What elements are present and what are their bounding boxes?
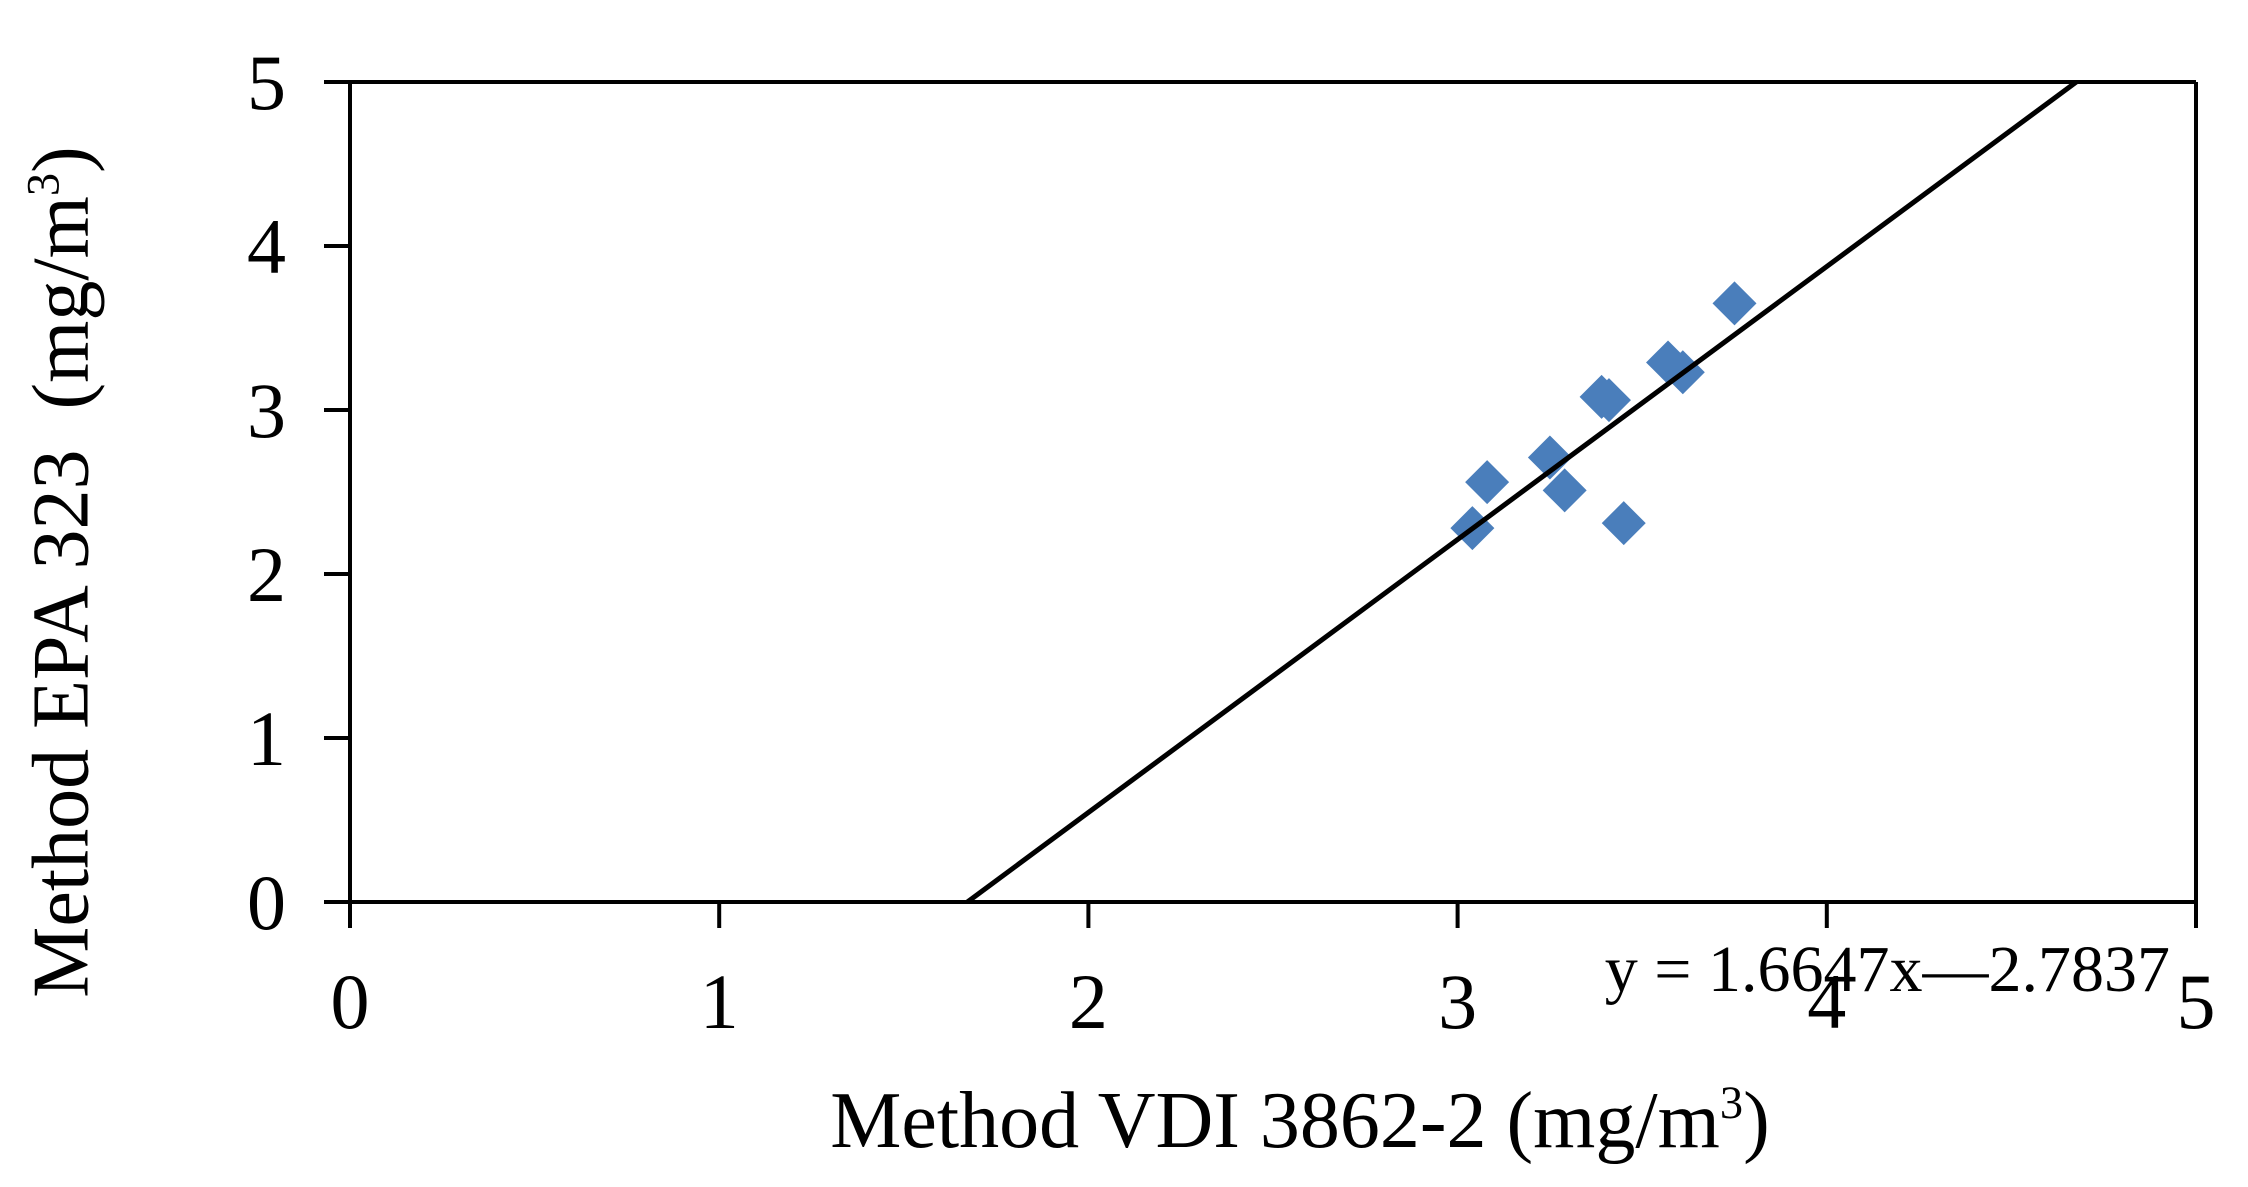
data-point-diamond	[1712, 281, 1757, 326]
y-axis-title: Method EPA 323 (mg/m3)	[17, 146, 108, 997]
y-tick-label: 5	[247, 39, 286, 126]
y-tick-label: 2	[247, 531, 286, 618]
trendline	[965, 79, 2078, 905]
x-axis-title-text: Method VDI 3862-2 (mg/m	[830, 1077, 1720, 1165]
x-tick-label: 3	[1438, 958, 1477, 1045]
y-tick-label: 3	[247, 367, 286, 454]
x-tick-label: 5	[2177, 958, 2216, 1045]
x-tick-label: 0	[331, 958, 370, 1045]
x-axis-title-close: )	[1743, 1077, 1770, 1165]
y-axis-title-close: )	[17, 146, 106, 173]
y-tick-label: 1	[247, 695, 286, 782]
y-tick-label: 4	[247, 203, 286, 290]
y-tick-label: 0	[247, 859, 286, 946]
trendline-annotation: y = 1.6647x—2.7837 R2 = 0.6651	[1605, 690, 2170, 1187]
x-tick-label: 4	[1807, 958, 1846, 1045]
data-point-diamond	[1527, 435, 1572, 480]
x-tick-label: 1	[700, 958, 739, 1045]
x-axis-title: Method VDI 3862-2 (mg/m3)	[830, 1076, 1769, 1167]
y-axis-title-text: Method EPA 323 (mg/m	[17, 196, 106, 998]
x-tick-label: 2	[1069, 958, 1108, 1045]
x-axis-title-superscript: 3	[1719, 1078, 1744, 1130]
y-axis-title-superscript: 3	[18, 172, 70, 197]
data-point-diamond	[1542, 468, 1587, 513]
data-point-diamond	[1586, 378, 1631, 423]
trendline-equation: y = 1.6647x—2.7837	[1604, 933, 2170, 1006]
data-point-diamond	[1465, 460, 1510, 505]
data-point-diamond	[1601, 501, 1646, 546]
